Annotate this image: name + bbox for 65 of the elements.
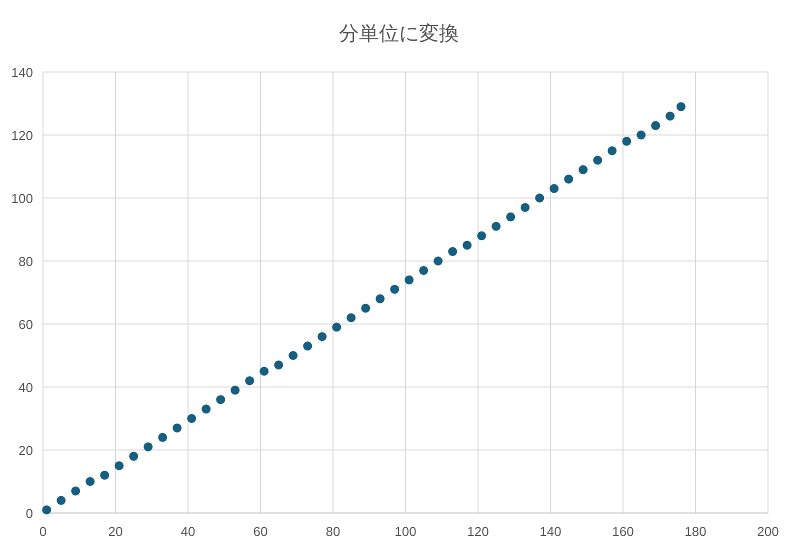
- point: [578, 165, 588, 174]
- point: [100, 470, 110, 480]
- point: [216, 395, 226, 404]
- x-tick-label: 40: [180, 524, 196, 539]
- point: [187, 414, 196, 423]
- point: [593, 156, 602, 165]
- point: [636, 130, 646, 140]
- point: [651, 121, 660, 130]
- y-tick-label: 100: [11, 191, 33, 206]
- point: [462, 240, 472, 250]
- point: [477, 231, 486, 240]
- point: [288, 351, 298, 360]
- y-tick-label: 20: [18, 443, 33, 458]
- point: [506, 212, 516, 222]
- x-tick-label: 140: [540, 524, 562, 539]
- y-tick-label: 140: [11, 65, 33, 80]
- point: [361, 304, 370, 313]
- point: [274, 360, 284, 370]
- point: [42, 505, 52, 514]
- y-tick-label: 80: [18, 254, 33, 269]
- point: [550, 184, 559, 194]
- point: [535, 194, 544, 202]
- point: [434, 256, 443, 266]
- point: [56, 496, 66, 505]
- x-tick-label: 100: [394, 524, 416, 539]
- point: [129, 452, 138, 461]
- point: [71, 486, 80, 496]
- point: [448, 247, 458, 256]
- y-tick-label: 60: [18, 317, 33, 332]
- point: [144, 442, 153, 452]
- x-tick-label: 20: [108, 524, 123, 539]
- point: [492, 222, 501, 231]
- point: [260, 366, 269, 376]
- point: [172, 423, 182, 432]
- point: [376, 294, 385, 304]
- y-tick-label: 40: [18, 380, 33, 395]
- chart-title: 分単位に変換: [339, 22, 459, 45]
- y-tick-label: 0: [26, 506, 33, 521]
- point: [303, 342, 312, 351]
- point: [245, 376, 254, 386]
- x-tick-label: 160: [612, 524, 634, 539]
- point: [346, 313, 356, 322]
- point: [230, 386, 240, 395]
- x-tick-label: 120: [467, 524, 489, 539]
- x-tick-label: 80: [326, 524, 340, 539]
- y-tick-label: 120: [11, 128, 33, 143]
- x-tick-label: 0: [39, 524, 47, 539]
- point: [564, 174, 574, 184]
- point: [666, 112, 675, 121]
- x-tick-label: 180: [684, 524, 706, 539]
- point: [622, 136, 632, 146]
- point: [520, 202, 530, 212]
- point: [318, 332, 327, 342]
- point: [608, 146, 617, 156]
- x-tick-label: 200: [757, 524, 779, 539]
- point: [419, 266, 428, 275]
- point: [390, 284, 400, 294]
- x-tick-label: 60: [253, 524, 268, 539]
- point: [676, 102, 686, 112]
- point: [332, 322, 342, 332]
- point: [202, 404, 211, 414]
- point: [86, 477, 95, 486]
- point: [158, 432, 168, 442]
- point: [404, 275, 414, 284]
- point: [114, 461, 124, 470]
